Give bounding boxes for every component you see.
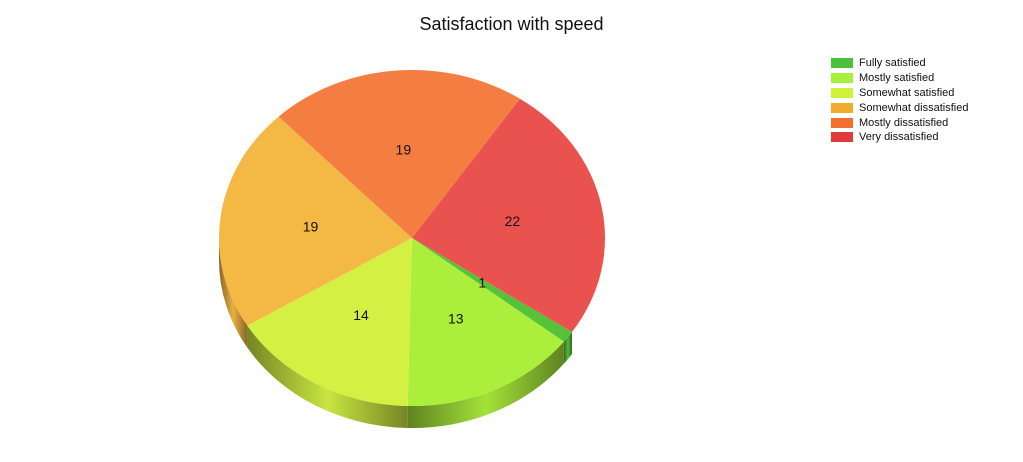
legend-swatch (831, 87, 853, 98)
legend-item-somewhat-dissatisfied: Somewhat dissatisfied (831, 100, 968, 115)
legend-label: Mostly satisfied (859, 72, 935, 85)
legend-item-mostly-satisfied: Mostly satisfied (831, 71, 968, 86)
legend-label: Mostly dissatisfied (859, 116, 949, 129)
slice-label-very-dissatisfied: 22 (505, 213, 521, 229)
slice-side-somewhat-satisfied (247, 325, 408, 428)
slice-label-somewhat-dissatisfied: 19 (303, 219, 319, 235)
legend-swatch (831, 73, 853, 84)
slice-label-mostly-dissatisfied: 19 (396, 141, 412, 157)
legend-label: Somewhat dissatisfied (859, 101, 969, 114)
legend-item-mostly-dissatisfied: Mostly dissatisfied (831, 115, 968, 130)
slice-mostly-dissatisfied (278, 69, 520, 239)
pie-sides (219, 238, 573, 429)
legend-item-fully-satisfied: Fully satisfied (831, 56, 968, 71)
legend-swatch (831, 102, 853, 113)
slice-label-somewhat-satisfied: 14 (353, 307, 369, 323)
legend: Fully satisfied Mostly satisfied Somewhat … (831, 56, 968, 145)
slice-somewhat-satisfied (247, 238, 412, 406)
legend-label: Fully satisfied (859, 57, 926, 70)
slice-label-mostly-satisfied: 13 (448, 310, 464, 326)
slice-fully-satisfied (412, 238, 573, 342)
legend-item-very-dissatisfied: Very dissatisfied (831, 130, 968, 145)
slice-somewhat-dissatisfied (219, 116, 412, 326)
slice-side-mostly-satisfied (407, 341, 564, 429)
pie-labels: 1 13 14 19 19 22 (303, 141, 521, 326)
pie-top (219, 69, 605, 406)
slice-very-dissatisfied (412, 98, 605, 332)
legend-swatch (831, 117, 853, 128)
legend-swatch (831, 132, 853, 143)
slice-side-somewhat-dissatisfied (219, 238, 248, 348)
legend-item-somewhat-satisfied: Somewhat satisfied (831, 86, 968, 101)
slice-label-fully-satisfied: 1 (478, 274, 486, 290)
chart-title: Satisfaction with speed (419, 14, 604, 34)
slice-mostly-satisfied (407, 238, 564, 406)
legend-label: Very dissatisfied (859, 131, 939, 144)
slice-side-fully-satisfied (563, 331, 573, 364)
legend-swatch (831, 58, 853, 69)
legend-label: Somewhat satisfied (859, 86, 955, 99)
